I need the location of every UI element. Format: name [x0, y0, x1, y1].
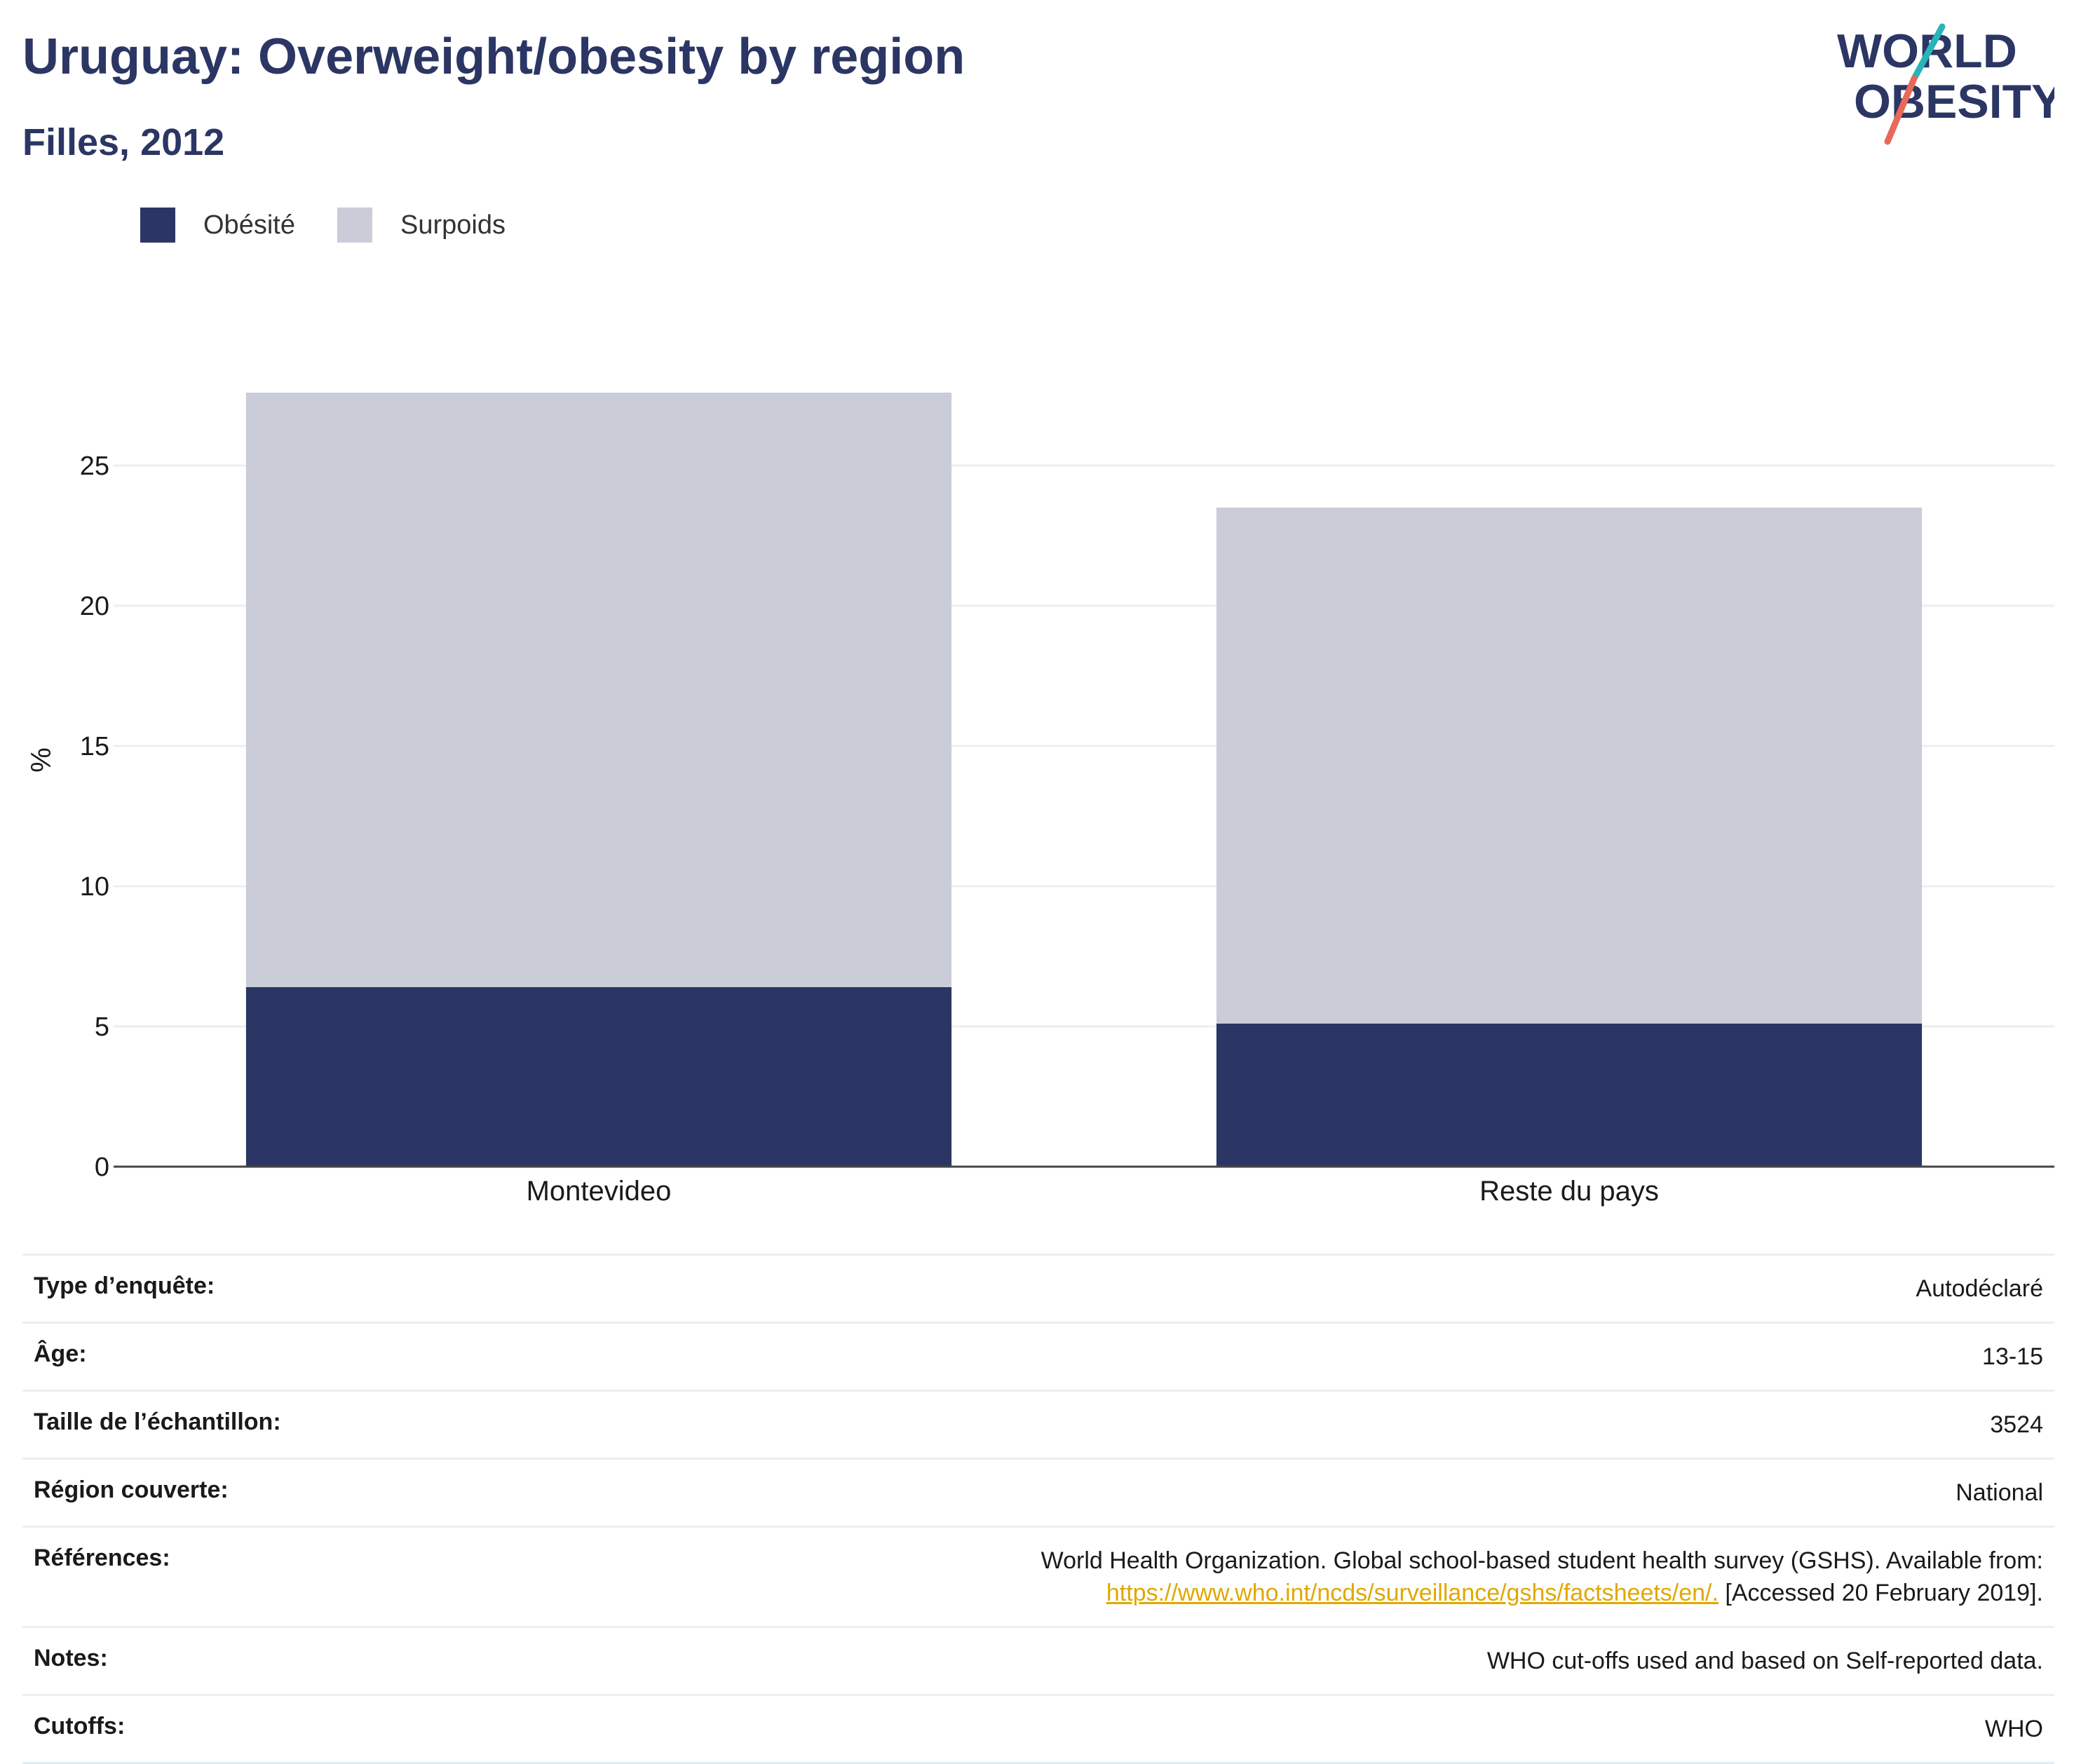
chart-legend: Obésité Surpoids: [140, 208, 548, 243]
info-val-cutoffs: WHO: [1984, 1716, 2043, 1742]
legend-label-surpoids: Surpoids: [400, 210, 506, 240]
y-tick-label: 10: [80, 872, 109, 902]
info-row-notes: Notes: WHO cut-offs used and based on Se…: [22, 1627, 2054, 1695]
legend-swatch-obesite: [140, 208, 175, 243]
bars: [245, 393, 1923, 1167]
reference-accessed: [Accessed 20 February 2019].: [1718, 1580, 2043, 1606]
y-tick-label: 15: [80, 732, 109, 761]
info-key-references: Références:: [34, 1545, 170, 1571]
legend-swatch-surpoids: [337, 208, 372, 243]
chart-title: Uruguay: Overweight/obesity by region: [22, 29, 965, 85]
info-val-age: 13-15: [1982, 1343, 2043, 1370]
survey-info-table: Type d’enquête: Autodéclaré Âge: 13-15 T…: [22, 1254, 2054, 1764]
info-key-survey-type: Type d’enquête:: [34, 1273, 215, 1299]
legend-item-obesite[interactable]: Obésité: [140, 208, 295, 243]
info-val-survey-type: Autodéclaré: [1916, 1275, 2043, 1302]
reference-link[interactable]: https://www.who.int/ncds/surveillance/gs…: [1106, 1580, 1719, 1606]
info-val-notes: WHO cut-offs used and based on Self-repo…: [1486, 1648, 2043, 1674]
info-row-age: Âge: 13-15: [22, 1322, 2054, 1391]
info-val-region: National: [1956, 1479, 2043, 1506]
x-tick-label: Montevideo: [527, 1176, 672, 1207]
info-key-sample-size: Taille de l’échantillon:: [34, 1409, 281, 1435]
info-row-references: Références: World Health Organization. G…: [22, 1526, 2054, 1627]
y-tick-label: 5: [95, 1012, 109, 1042]
logo-slash-teal: [1911, 23, 1946, 82]
info-row-region: Région couverte: National: [22, 1458, 2054, 1527]
bar-segment: [1216, 508, 1923, 1024]
info-key-region: Région couverte:: [34, 1477, 229, 1503]
info-val-references: World Health Organization. Global school…: [446, 1527, 2054, 1627]
info-row-sample-size: Taille de l’échantillon: 3524: [22, 1390, 2054, 1459]
y-tick-label: 20: [80, 592, 109, 621]
info-row-survey-type: Type d’enquête: Autodéclaré: [22, 1254, 2054, 1323]
chart-subtitle: Filles, 2012: [22, 121, 225, 163]
info-key-age: Âge:: [34, 1341, 87, 1367]
bar-segment: [245, 987, 952, 1167]
y-tick-label: 25: [80, 452, 109, 481]
legend-item-surpoids[interactable]: Surpoids: [337, 208, 506, 243]
info-val-sample-size: 3524: [1990, 1411, 2043, 1438]
stacked-bar-chart: 0 5 10 15 20 25 Montevideo Reste du pays %: [26, 393, 2054, 1207]
bar-segment: [245, 393, 952, 987]
y-tick-label: 0: [95, 1153, 109, 1182]
axes: 0 5 10 15 20 25 Montevideo Reste du pays: [80, 452, 2054, 1207]
info-key-notes: Notes:: [34, 1645, 108, 1671]
world-obesity-logo: WORLD OBESITY: [1837, 23, 2054, 145]
info-key-cutoffs: Cutoffs:: [34, 1713, 126, 1739]
y-axis-label: %: [26, 747, 57, 773]
x-tick-label: Reste du pays: [1479, 1176, 1659, 1207]
legend-label-obesite: Obésité: [203, 210, 295, 240]
logo-text-obesity: OBESITY: [1854, 75, 2054, 128]
reference-text: World Health Organization. Global school…: [1041, 1547, 2043, 1574]
logo-slash-coral: [1884, 75, 1918, 145]
bar-segment: [1216, 1024, 1923, 1167]
info-row-cutoffs: Cutoffs: WHO: [22, 1695, 2054, 1763]
